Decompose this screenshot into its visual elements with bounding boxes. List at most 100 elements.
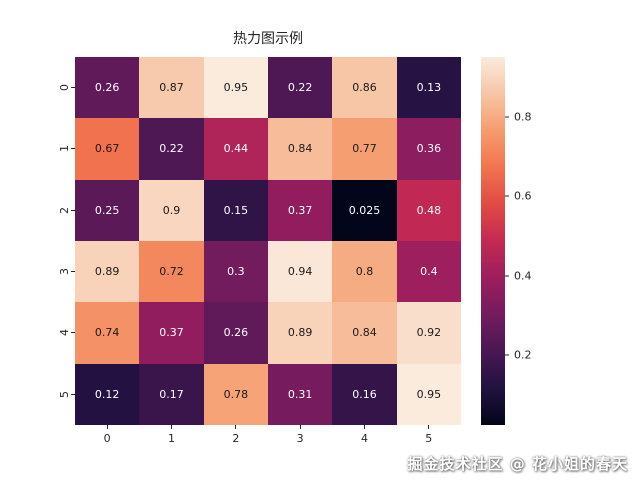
heatmap-cell: 0.87 xyxy=(139,57,204,119)
y-tick-label: 5 xyxy=(46,364,75,425)
cell-value: 0.86 xyxy=(352,81,377,95)
heatmap-cell: 0.17 xyxy=(139,363,204,425)
heatmap-cell: 0.25 xyxy=(75,179,140,241)
cell-value: 0.4 xyxy=(420,265,438,279)
cell-value: 0.72 xyxy=(159,265,184,279)
cell-value: 0.22 xyxy=(287,81,313,95)
colorbar-tick: 0.4 xyxy=(505,269,532,282)
heatmap-cell: 0.4 xyxy=(396,240,461,303)
cell-value: 0.12 xyxy=(94,387,120,401)
colorbar-tick-label: 0.4 xyxy=(514,269,532,283)
watermark: 掘金技术社区 @ 花小姐的春天 xyxy=(407,455,628,473)
heatmap-cell: 0.89 xyxy=(75,240,140,303)
cell-value: 0.37 xyxy=(159,326,184,340)
colorbar-tick-mark xyxy=(505,116,509,118)
y-tick-mark xyxy=(71,87,75,89)
heatmap-cell: 0.26 xyxy=(203,302,268,364)
cell-value: 0.16 xyxy=(352,387,377,401)
heatmap-cell: 0.13 xyxy=(396,57,461,119)
colorbar xyxy=(481,57,505,425)
cell-value: 0.48 xyxy=(416,203,442,217)
cell-value: 0.17 xyxy=(159,387,184,401)
colorbar-tick-mark xyxy=(505,354,509,356)
heatmap-cell: 0.31 xyxy=(268,363,333,425)
cell-value: 0.87 xyxy=(159,81,184,95)
heatmap-grid: 0.26 0.87 0.95 0.22 0.86 0.13 0.67 0.22 0.44 0.84… xyxy=(75,57,461,425)
x-tick-label: 0 xyxy=(75,425,139,445)
x-tick-label: 5 xyxy=(397,425,461,445)
x-tick-mark xyxy=(170,425,172,429)
colorbar-tick-label: 0.2 xyxy=(514,348,532,362)
cell-value: 0.3 xyxy=(227,265,245,279)
heatmap-cell: 0.77 xyxy=(332,118,397,180)
cell-value: 0.8 xyxy=(355,265,374,279)
x-tick-label: 1 xyxy=(139,425,203,445)
cell-value: 0.84 xyxy=(287,142,313,156)
cell-value: 0.25 xyxy=(94,203,120,217)
y-tick-mark xyxy=(71,148,75,150)
x-tick-mark xyxy=(299,425,301,429)
y-tick-label: 1 xyxy=(46,118,75,179)
x-tick-label: 3 xyxy=(268,425,332,445)
x-tick-label: 2 xyxy=(204,425,268,445)
cell-value: 0.37 xyxy=(287,203,313,217)
cell-value: 0.13 xyxy=(416,81,442,95)
heatmap-cell: 0.26 xyxy=(75,57,140,119)
cell-value: 0.89 xyxy=(94,265,120,279)
y-tick-label: 0 xyxy=(46,57,75,118)
cell-value: 0.31 xyxy=(287,387,313,401)
heatmap-cell: 0.95 xyxy=(203,57,268,119)
cell-value: 0.15 xyxy=(223,203,249,217)
heatmap-cell: 0.95 xyxy=(396,363,461,425)
colorbar-tick-mark xyxy=(505,275,509,277)
cell-value: 0.44 xyxy=(223,142,249,156)
heatmap-cell: 0.37 xyxy=(139,302,204,364)
y-tick-mark xyxy=(71,393,75,395)
heatmap-cell: 0.8 xyxy=(332,240,397,303)
cell-value: 0.89 xyxy=(287,326,313,340)
x-tick-mark xyxy=(235,425,237,429)
heatmap-cell: 0.48 xyxy=(396,179,461,241)
heatmap-cell: 0.025 xyxy=(332,179,397,241)
heatmap-cell: 0.36 xyxy=(396,118,461,180)
heatmap-cell: 0.22 xyxy=(268,57,333,119)
y-tick-label: 4 xyxy=(46,302,75,363)
x-tick-mark xyxy=(363,425,365,429)
cell-value: 0.84 xyxy=(352,326,377,340)
heatmap-cell: 0.84 xyxy=(332,302,397,364)
y-tick-mark xyxy=(71,332,75,334)
cell-value: 0.67 xyxy=(94,142,120,156)
y-tick-label: 3 xyxy=(46,241,75,302)
heatmap-cell: 0.94 xyxy=(268,240,333,303)
cell-value: 0.36 xyxy=(416,142,442,156)
heatmap-cell: 0.9 xyxy=(139,179,204,241)
heatmap-cell: 0.84 xyxy=(268,118,333,180)
cell-value: 0.26 xyxy=(94,81,120,95)
cell-value: 0.9 xyxy=(162,203,181,217)
cell-value: 0.025 xyxy=(348,203,381,217)
cell-value: 0.22 xyxy=(159,142,184,156)
x-tick-label: 4 xyxy=(332,425,396,445)
cell-value: 0.94 xyxy=(287,265,313,279)
cell-value: 0.74 xyxy=(94,326,120,340)
y-tick-mark xyxy=(71,209,75,211)
heatmap-cell: 0.89 xyxy=(268,302,333,364)
heatmap-cell: 0.78 xyxy=(203,363,268,425)
colorbar-tick-label: 0.6 xyxy=(514,189,532,203)
x-tick-mark xyxy=(106,425,108,429)
colorbar-tick: 0.2 xyxy=(505,349,532,362)
heatmap-cell: 0.44 xyxy=(203,118,268,180)
heatmap-cell: 0.22 xyxy=(139,118,204,180)
heatmap-cell: 0.67 xyxy=(75,118,140,180)
heatmap-cell: 0.15 xyxy=(203,179,268,241)
heatmap-cell: 0.16 xyxy=(332,363,397,425)
colorbar-tick: 0.6 xyxy=(505,190,532,203)
heatmap-cell: 0.74 xyxy=(75,302,140,364)
colorbar-tick-mark xyxy=(505,195,509,197)
heatmap-cell: 0.3 xyxy=(203,240,268,303)
heatmap-cell: 0.12 xyxy=(75,363,140,425)
heatmap-cell: 0.37 xyxy=(268,179,333,241)
